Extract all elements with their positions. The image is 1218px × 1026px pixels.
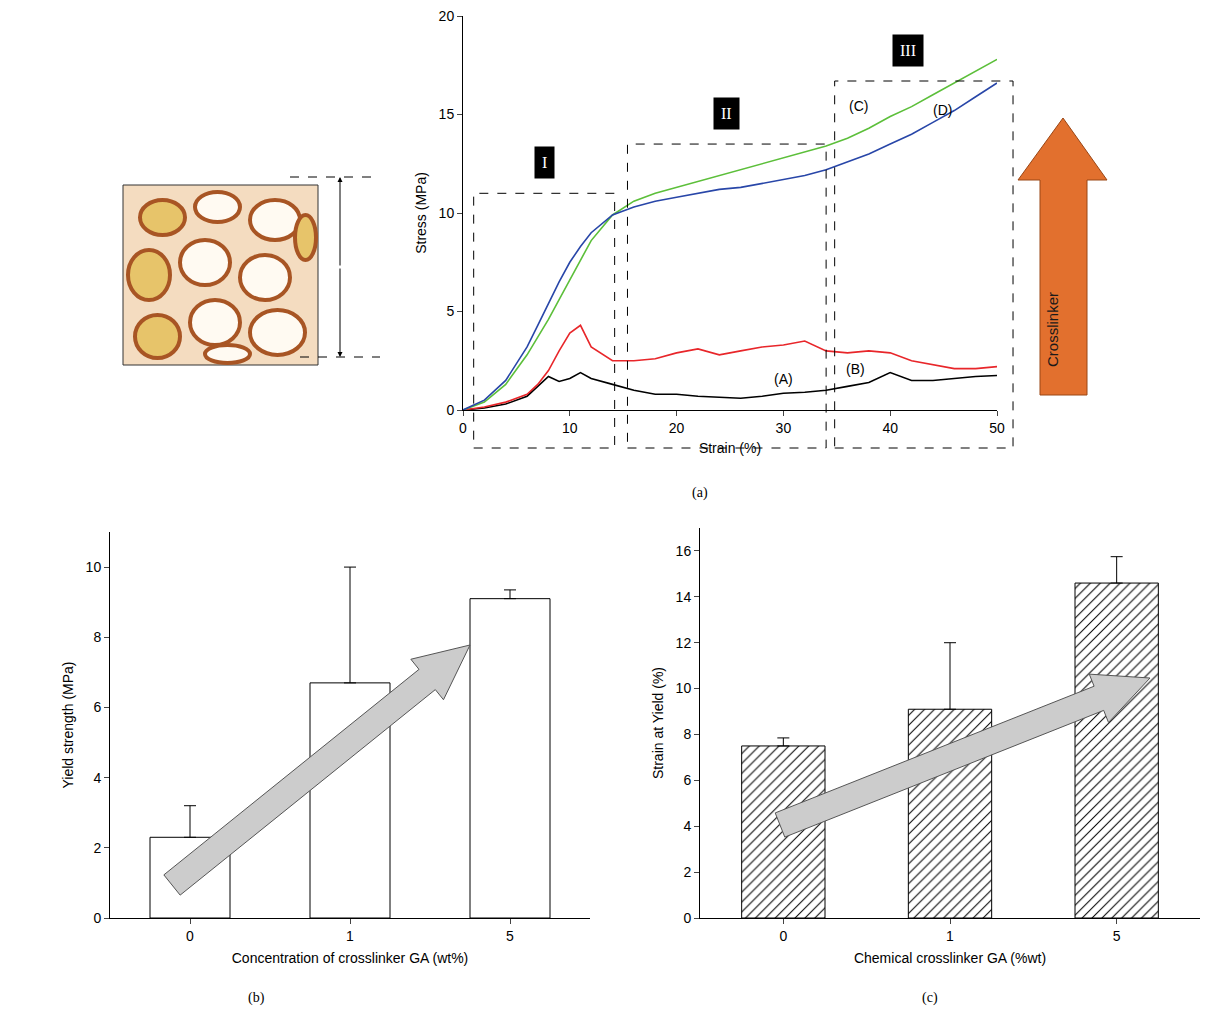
svg-text:10: 10 <box>562 420 578 436</box>
svg-text:III: III <box>900 42 916 59</box>
svg-text:20: 20 <box>439 8 455 24</box>
svg-text:Stress (MPa): Stress (MPa) <box>413 172 429 254</box>
svg-text:0: 0 <box>93 910 101 926</box>
svg-text:(a): (a) <box>692 485 708 501</box>
svg-text:5: 5 <box>1113 928 1121 944</box>
svg-text:5: 5 <box>506 928 514 944</box>
svg-text:2: 2 <box>93 840 101 856</box>
svg-text:Concentration of crosslinker G: Concentration of crosslinker GA (wt%) <box>232 950 469 966</box>
svg-text:1: 1 <box>346 928 354 944</box>
svg-text:8: 8 <box>93 629 101 645</box>
svg-text:15: 15 <box>439 106 455 122</box>
svg-text:II: II <box>721 105 732 122</box>
svg-text:Chemical crosslinker GA (%wt): Chemical crosslinker GA (%wt) <box>854 950 1046 966</box>
svg-text:Yield strength (MPa): Yield strength (MPa) <box>60 661 76 788</box>
svg-text:16: 16 <box>676 543 692 559</box>
svg-text:10: 10 <box>439 205 455 221</box>
svg-text:Strain (%): Strain (%) <box>699 440 761 456</box>
svg-text:30: 30 <box>776 420 792 436</box>
svg-text:6: 6 <box>93 699 101 715</box>
svg-text:(D): (D) <box>933 102 952 118</box>
svg-text:14: 14 <box>676 589 692 605</box>
svg-text:2: 2 <box>683 864 691 880</box>
svg-text:10: 10 <box>86 559 102 575</box>
svg-text:4: 4 <box>683 818 691 834</box>
svg-text:12: 12 <box>676 635 692 651</box>
svg-text:Strain at Yield (%): Strain at Yield (%) <box>650 667 666 779</box>
svg-text:40: 40 <box>882 420 898 436</box>
svg-text:50: 50 <box>989 420 1005 436</box>
svg-text:(c): (c) <box>922 990 938 1006</box>
svg-text:Crosslinker: Crosslinker <box>1044 292 1061 367</box>
svg-text:0: 0 <box>446 402 454 418</box>
svg-text:10: 10 <box>676 680 692 696</box>
svg-text:6: 6 <box>683 772 691 788</box>
svg-text:(C): (C) <box>849 98 868 114</box>
svg-text:0: 0 <box>683 910 691 926</box>
svg-text:(b): (b) <box>248 990 265 1006</box>
svg-text:0: 0 <box>779 928 787 944</box>
svg-text:0: 0 <box>186 928 194 944</box>
svg-text:8: 8 <box>683 726 691 742</box>
svg-text:0: 0 <box>459 420 467 436</box>
svg-text:(A): (A) <box>774 371 793 387</box>
svg-text:(B): (B) <box>846 361 865 377</box>
svg-text:4: 4 <box>93 770 101 786</box>
svg-text:20: 20 <box>669 420 685 436</box>
svg-text:5: 5 <box>446 303 454 319</box>
svg-text:1: 1 <box>946 928 954 944</box>
svg-text:I: I <box>542 154 547 171</box>
